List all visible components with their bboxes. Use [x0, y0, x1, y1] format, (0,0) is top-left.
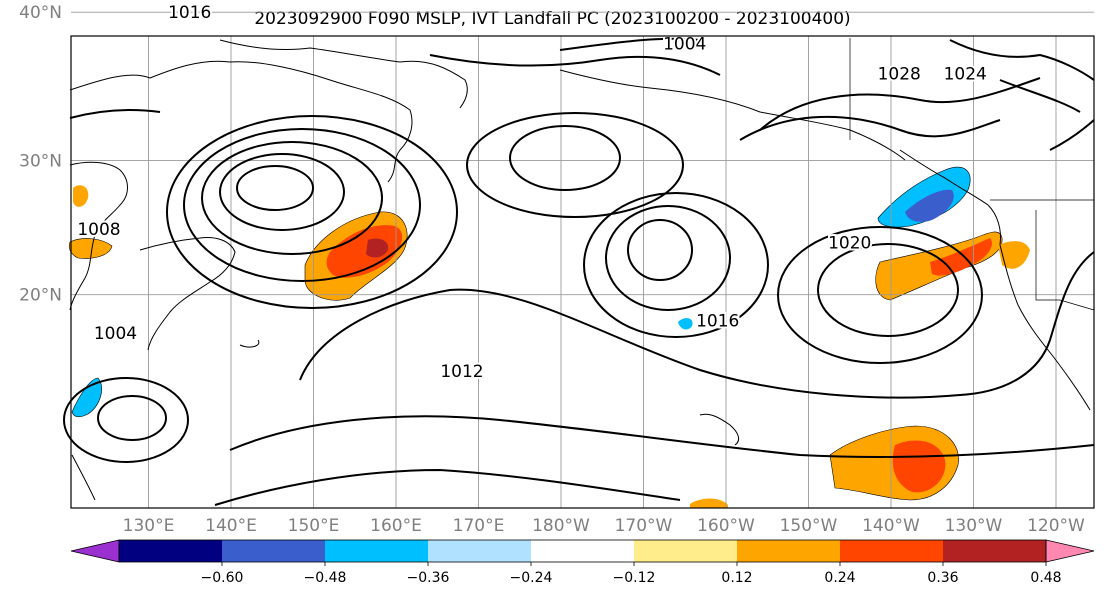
longitude-label: 150°E [288, 516, 340, 536]
colorbar-bin [428, 540, 531, 562]
colorbar-tick-label: −0.24 [510, 570, 553, 586]
colorbar-tick-label: −0.48 [304, 570, 347, 586]
contour-label: 1024 [944, 65, 987, 85]
longitude-label: 160°E [370, 516, 422, 536]
longitude-label: 140°E [205, 516, 257, 536]
colorbar-bin [943, 540, 1046, 562]
contour-label: 1008 [77, 220, 120, 240]
map-title: 2023092900 F090 MSLP, IVT Landfall PC (2… [254, 9, 851, 29]
colorbar-bin [840, 540, 943, 562]
longitude-label: 140°W [862, 516, 920, 536]
contour-label: 1004 [94, 324, 137, 344]
colorbar-tick-label: 0.12 [721, 570, 752, 586]
latitude-label: 40°N [19, 3, 62, 23]
colorbar-bin [119, 540, 222, 562]
longitude-label: 150°W [780, 516, 838, 536]
latitude-label: 20°N [19, 286, 62, 306]
longitude-label: 180°W [532, 516, 590, 536]
colorbar-bin [737, 540, 840, 562]
latitude-labels: 60°N50°N40°N30°N20°N [19, 3, 62, 306]
contour-label: 1012 [440, 362, 483, 382]
colorbar-bin [222, 540, 325, 562]
colorbar-tick-label: 0.36 [927, 570, 958, 586]
longitude-label: 130°E [123, 516, 175, 536]
contour-label: 1004 [663, 34, 706, 54]
longitude-label: 130°W [945, 516, 1003, 536]
colorbar-tick-label: −0.36 [407, 570, 450, 586]
contour-label: 1016 [696, 311, 739, 331]
colorbar-tick-label: −0.60 [201, 570, 244, 586]
colorbar-outline [118, 539, 1047, 563]
longitude-labels: 130°E 140°E 150°E 160°E 170°E 180°W 170°W 160°W… [123, 516, 1085, 536]
colorbar-extend-low [70, 539, 120, 563]
ivt-shading [68, 166, 1030, 508]
colorbar-bin [531, 540, 634, 562]
contour-label: 1016 [168, 3, 211, 23]
mslp-contours [63, 37, 1095, 506]
colorbar-extend-high [1045, 539, 1095, 563]
longitude-label: 160°W [697, 516, 755, 536]
contour-labels: 1024101210081004102010241000100010041001… [75, 1, 989, 384]
graticule [71, 11, 1094, 508]
longitude-label: 170°E [453, 516, 505, 536]
map-frame [70, 35, 1095, 509]
contour-label: 1020 [828, 233, 871, 253]
colorbar-bin [634, 540, 737, 562]
colorbar-tick-label: 0.48 [1030, 570, 1061, 586]
borders [849, 38, 1095, 311]
longitude-label: 120°W [1027, 516, 1085, 536]
longitude-label: 170°W [615, 516, 673, 536]
colorbar-bin [325, 540, 428, 562]
colorbar-tick-label: −0.12 [613, 570, 656, 586]
colorbar-tick-label: 0.24 [824, 570, 855, 586]
latitude-label: 30°N [19, 152, 62, 172]
colorbar: −0.60 −0.48 −0.36 −0.24 −0.12 0.12 0.24 0.36 0.4… [70, 539, 1095, 586]
contour-label: 1028 [878, 65, 921, 85]
